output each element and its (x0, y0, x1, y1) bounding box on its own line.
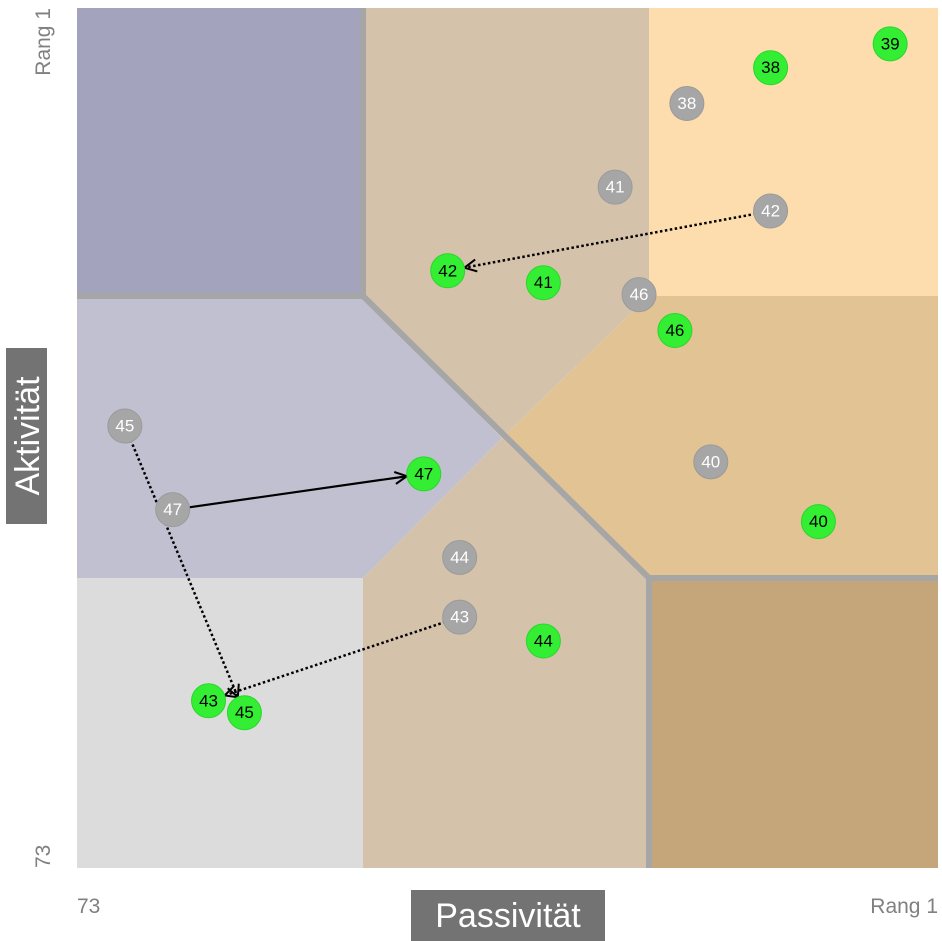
y-axis-title: Aktivität (6, 348, 47, 524)
arrows (129, 212, 757, 700)
before-label-47: 47 (163, 500, 182, 519)
after-point-47: 47 (406, 456, 442, 492)
after-point-45: 45 (226, 695, 262, 731)
y-tick-label-top: Rang 1 (32, 8, 55, 76)
after-label-46: 46 (665, 321, 684, 340)
region-top-left (77, 8, 363, 296)
before-label-46: 46 (630, 285, 649, 304)
after-label-43: 43 (199, 691, 218, 710)
before-label-44: 44 (450, 548, 469, 567)
after-label-45: 45 (235, 703, 254, 722)
after-marker-40 (800, 504, 836, 540)
region-bottom-left (77, 578, 363, 868)
after-marker-38 (753, 50, 789, 86)
before-marker-38 (669, 86, 705, 122)
after-marker-42 (430, 253, 466, 289)
before-point-44: 44 (442, 539, 478, 575)
before-marker-43 (442, 599, 478, 635)
y-tick-label-bottom: 73 (32, 845, 55, 868)
y-axis-title-text: Aktivität (9, 376, 47, 496)
region-top-right (649, 8, 938, 296)
divider-diagonal (360, 293, 652, 581)
before-marker-47 (155, 492, 191, 528)
region-bottom-center (363, 438, 649, 868)
after-point-41: 41 (525, 265, 561, 301)
after-point-42: 42 (430, 253, 466, 289)
region-top-center (363, 8, 649, 438)
region-middle-right (502, 296, 938, 578)
before-point-40: 40 (693, 444, 729, 480)
after-marker-45 (226, 695, 262, 731)
before-marker-44 (442, 539, 478, 575)
x-axis-title-box (411, 890, 605, 941)
divider-lower-right (646, 575, 938, 868)
before-marker-40 (693, 444, 729, 480)
after-label-40: 40 (809, 512, 828, 531)
before-label-40: 40 (701, 452, 720, 471)
before-point-42: 42 (753, 193, 789, 229)
after-point-40: 40 (800, 504, 836, 540)
after-marker-44 (525, 623, 561, 659)
after-point-39: 39 (872, 26, 908, 62)
before-marker-45 (107, 408, 143, 444)
before-label-45: 45 (115, 417, 134, 436)
after-label-41: 41 (534, 273, 553, 292)
before-point-47: 47 (155, 492, 191, 528)
data-points: 38 41 42 46 45 47 40 44 43 39 38 42 41 46 47 40 44 43 45 (107, 26, 908, 731)
before-point-43: 43 (442, 599, 478, 635)
before-label-43: 43 (450, 608, 469, 627)
before-point-38: 38 (669, 86, 705, 122)
arrow-43 (222, 620, 446, 699)
after-marker-41 (525, 265, 561, 301)
before-point-46: 46 (621, 277, 657, 313)
before-point-41: 41 (597, 169, 633, 205)
after-marker-43 (191, 683, 227, 719)
x-axis-title: Passivität (411, 890, 605, 941)
before-label-38: 38 (677, 94, 696, 113)
after-marker-39 (872, 26, 908, 62)
after-point-46: 46 (657, 313, 693, 348)
arrow-45 (129, 439, 240, 700)
after-label-38: 38 (761, 58, 780, 77)
before-label-42: 42 (761, 202, 780, 221)
after-marker-47 (406, 456, 442, 492)
x-tick-label-left: 73 (77, 895, 100, 918)
after-point-44: 44 (525, 623, 561, 659)
after-label-42: 42 (438, 261, 457, 280)
after-label-39: 39 (881, 34, 900, 53)
after-point-43: 43 (191, 683, 227, 719)
arrow-47 (187, 471, 410, 509)
before-marker-42 (753, 193, 789, 229)
region-bottom-right (649, 578, 938, 868)
regions (77, 8, 938, 868)
after-point-38: 38 (753, 50, 789, 86)
after-marker-46 (657, 313, 693, 348)
x-tick-label-right: Rang 1 (870, 895, 938, 918)
x-axis-title-text: Passivität (435, 897, 581, 935)
y-axis-title-box (6, 348, 47, 524)
region-dividers (77, 8, 938, 868)
after-label-47: 47 (414, 464, 433, 483)
before-marker-41 (597, 169, 633, 205)
arrow-42 (462, 212, 757, 273)
before-point-45: 45 (107, 408, 143, 444)
before-marker-46 (621, 277, 657, 313)
after-label-44: 44 (534, 632, 553, 651)
before-label-41: 41 (606, 178, 625, 197)
